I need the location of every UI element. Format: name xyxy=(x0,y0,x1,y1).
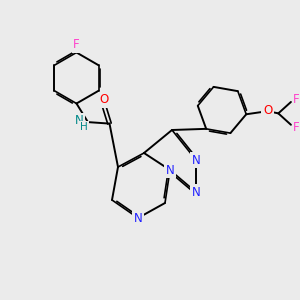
Text: N: N xyxy=(166,164,174,176)
Text: F: F xyxy=(73,38,80,52)
Text: O: O xyxy=(100,93,109,106)
Text: H: H xyxy=(80,122,88,133)
Text: N: N xyxy=(74,114,83,128)
Text: F: F xyxy=(293,121,300,134)
Text: O: O xyxy=(263,104,272,117)
Text: N: N xyxy=(192,154,200,166)
Text: F: F xyxy=(293,93,300,106)
Text: N: N xyxy=(192,185,200,199)
Text: N: N xyxy=(134,212,142,224)
